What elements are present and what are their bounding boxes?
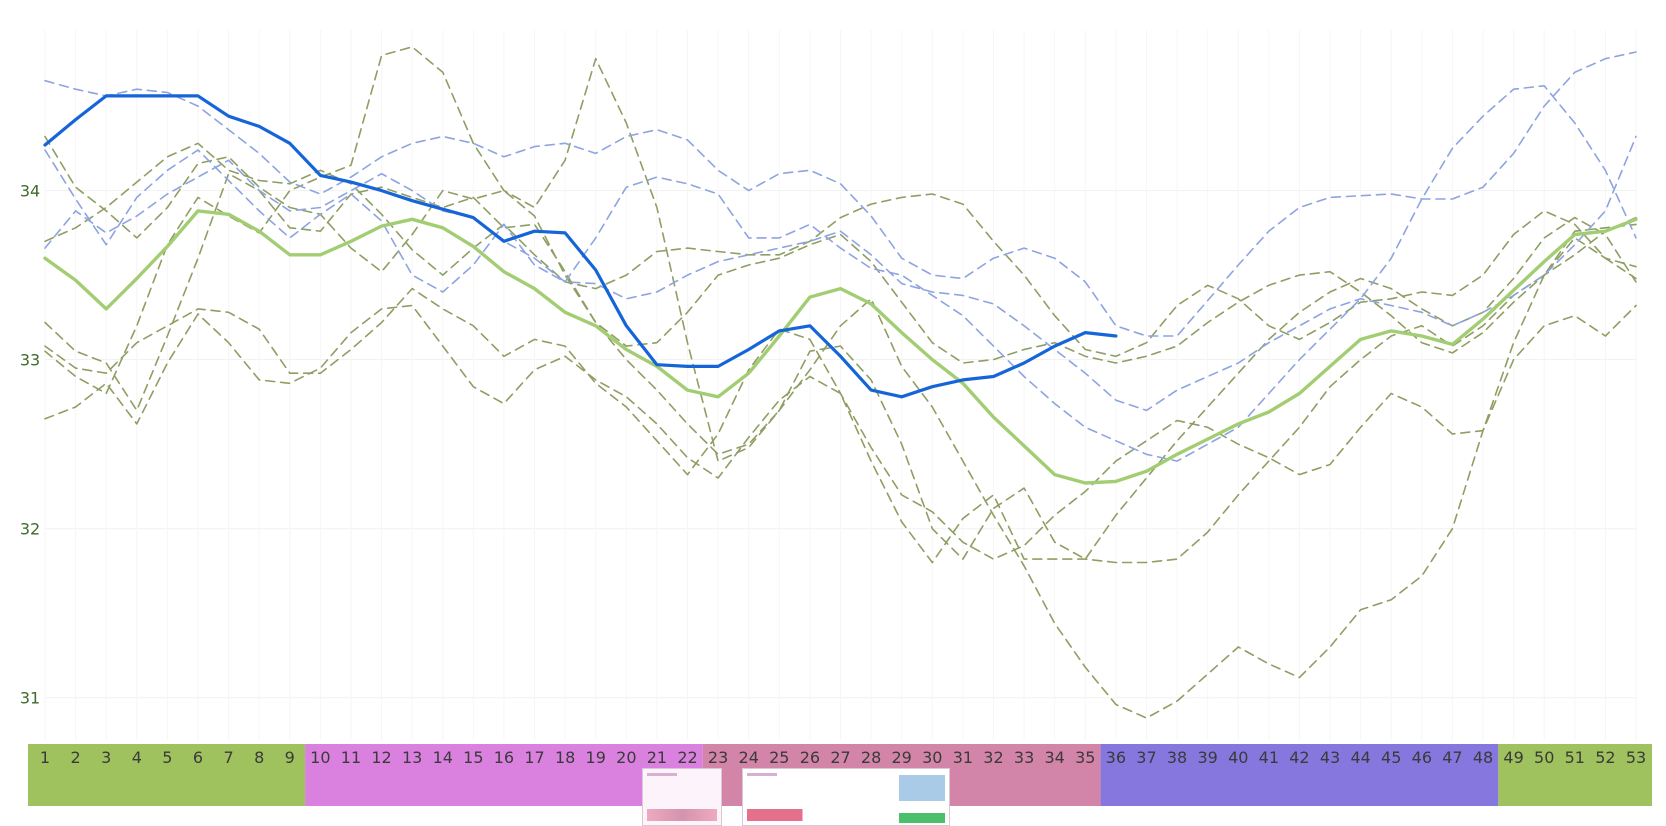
grid: [44, 30, 1637, 740]
season-band: [305, 744, 703, 806]
thumbnail-header: [647, 773, 677, 776]
series-line-past-green: [44, 172, 1637, 412]
series-line-past-blue: [44, 135, 1637, 412]
week-label: 49: [1503, 748, 1523, 767]
week-label: 11: [341, 748, 361, 767]
week-label: 53: [1626, 748, 1646, 767]
series-line-past-green: [44, 237, 1637, 560]
week-label: 38: [1167, 748, 1187, 767]
thumbnail-chart: [647, 809, 718, 821]
week-label: 34: [1044, 748, 1064, 767]
week-label: 22: [677, 748, 697, 767]
week-label: 6: [193, 748, 203, 767]
thumbnail-panel: [899, 775, 945, 801]
week-label: 37: [1136, 748, 1156, 767]
week-label: 45: [1381, 748, 1401, 767]
series-line-average: [43, 209, 1638, 485]
y-tick-label: 32: [20, 520, 40, 539]
week-label: 9: [285, 748, 295, 767]
week-label: 39: [1197, 748, 1217, 767]
week-label: 48: [1473, 748, 1493, 767]
week-label: 51: [1565, 748, 1585, 767]
week-label: 20: [616, 748, 636, 767]
week-label: 44: [1350, 748, 1370, 767]
week-label: 5: [162, 748, 172, 767]
week-labels: 1 2 3 4 5 6 7 8 9 10 11 12 13 14 15 16 17 18 19 20 21 22 23 24 2…: [40, 748, 1646, 767]
week-label: 31: [953, 748, 973, 767]
thumbnail-map: [747, 809, 933, 821]
y-tick-label: 33: [20, 351, 40, 370]
week-label: 10: [310, 748, 330, 767]
y-axis: 31 32 33 34: [20, 182, 40, 708]
series-line-past-green: [44, 46, 1637, 719]
week-label: 16: [494, 748, 514, 767]
series-line-past-blue: [44, 51, 1637, 337]
week-label: 28: [861, 748, 881, 767]
week-label: 18: [555, 748, 575, 767]
week-label: 1: [40, 748, 50, 767]
thumbnail-header: [747, 773, 777, 776]
season-band: [1498, 744, 1652, 806]
week-label: 12: [371, 748, 391, 767]
week-label: 23: [708, 748, 728, 767]
week-label: 29: [892, 748, 912, 767]
week-label: 4: [132, 748, 142, 767]
thumbnail-preview-1[interactable]: [642, 768, 722, 826]
season-band: [28, 744, 306, 806]
week-label: 33: [1014, 748, 1034, 767]
series-line-past-green: [44, 135, 1637, 560]
week-label: 50: [1534, 748, 1554, 767]
series-line-past-green: [44, 142, 1637, 358]
week-label: 24: [739, 748, 759, 767]
week-label: 47: [1442, 748, 1462, 767]
thumbnail-bars: [899, 813, 945, 823]
week-label: 8: [254, 748, 264, 767]
week-label: 25: [769, 748, 789, 767]
series-lines: [43, 46, 1638, 719]
week-label: 27: [830, 748, 850, 767]
week-label: 7: [223, 748, 233, 767]
week-label: 32: [983, 748, 1003, 767]
week-label: 15: [463, 748, 483, 767]
week-label: 2: [71, 748, 81, 767]
season-band: [1100, 744, 1499, 806]
week-label: 43: [1320, 748, 1340, 767]
series-line-current: [43, 94, 1118, 399]
y-tick-label: 31: [20, 689, 40, 708]
series-line-past-blue: [44, 85, 1637, 462]
week-label: 19: [586, 748, 606, 767]
week-label: 42: [1289, 748, 1309, 767]
week-label: 21: [647, 748, 667, 767]
week-label: 30: [922, 748, 942, 767]
week-label: 41: [1259, 748, 1279, 767]
week-label: 52: [1595, 748, 1615, 767]
week-label: 26: [800, 748, 820, 767]
week-label: 35: [1075, 748, 1095, 767]
week-label: 36: [1106, 748, 1126, 767]
week-label: 40: [1228, 748, 1248, 767]
week-label: 3: [101, 748, 111, 767]
week-label: 17: [524, 748, 544, 767]
y-tick-label: 34: [20, 182, 40, 201]
week-label: 14: [433, 748, 453, 767]
thumbnail-preview-2[interactable]: [742, 768, 950, 826]
week-label: 13: [402, 748, 422, 767]
week-label: 46: [1412, 748, 1432, 767]
